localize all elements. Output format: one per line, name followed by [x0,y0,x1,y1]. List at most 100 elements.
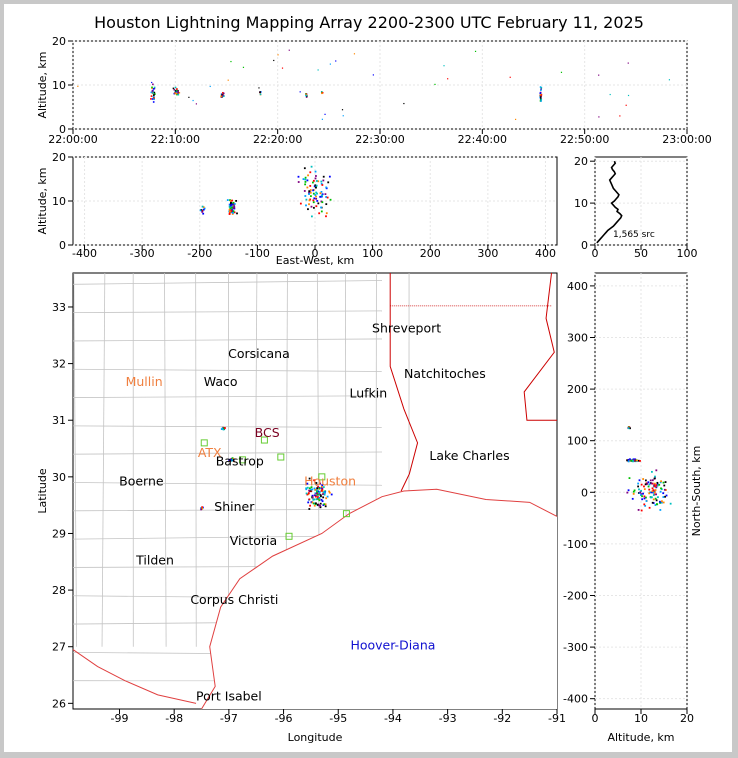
ew-source-point [325,215,327,218]
ns-source-point [653,491,656,494]
map-source-point [231,458,234,461]
ns-source-point [652,485,655,488]
ew-source-point [315,195,317,198]
ns-tick-label: 400 [567,280,588,293]
county-boundary [72,482,382,486]
map-source-point [315,482,318,484]
ns-source-point [653,490,656,493]
map-source-point [319,495,322,497]
ew-source-point [304,181,307,183]
ns-source-point [659,500,661,503]
city-label: Corsicana [228,346,290,361]
ns-source-point [651,501,654,504]
time-source-point [178,91,181,94]
map-source-point [313,479,316,482]
time-altitude-ylabel: Altitude, km [36,51,49,118]
ew-source-point [315,205,318,208]
ns-source-point [656,484,659,487]
ns-source-point [634,458,637,461]
time-source-point [176,89,178,92]
time-source-point [151,81,153,84]
map-source-point [324,505,327,508]
ns-alt-tick-label: 0 [592,712,599,725]
map-source-point [308,498,311,501]
city-label: Boerne [119,473,164,488]
ns-source-point [653,484,656,487]
ew-source-point [304,176,307,179]
time-source-point [259,91,261,93]
ew-source-point [232,203,235,206]
ew-source-point [203,207,206,210]
county-boundary [72,338,382,342]
ew-source-point [320,182,323,185]
ew-alt-tick-label: 0 [59,239,66,252]
time-source-point [288,49,290,51]
map-source-point [311,488,314,491]
ns-source-point [652,489,655,492]
map-source-point [224,427,226,429]
ns-source-point [643,485,645,488]
time-source-point [153,97,155,99]
ns-source-point [659,509,662,511]
ew-source-point [315,186,317,189]
map-source-point [305,488,308,491]
time-source-point [151,87,153,90]
lat-tick-label: 30 [52,471,66,484]
ns-source-point [643,488,646,491]
ns-ylabel: North-South, km [690,446,703,537]
city-label: Lake Charles [429,448,509,463]
time-source-point [619,115,621,117]
time-source-point [609,93,611,96]
map-source-point [309,504,311,507]
ew-source-point [202,212,205,215]
time-source-point [627,94,630,97]
ns-tick-label: -200 [563,589,588,602]
ns-source-point [632,460,635,463]
ew-source-point [297,181,300,183]
ew-source-point [327,181,330,184]
time-source-point [153,86,156,89]
time-source-point [539,93,542,96]
ns-source-point [643,495,646,498]
lon-tick-label: -99 [111,712,129,725]
map-source-point [316,491,318,493]
ns-source-point [661,500,663,503]
time-source-point [151,98,154,100]
sensor-station-marker [200,439,208,447]
ew-source-point [202,208,205,211]
border-line [72,649,197,704]
time-source-point [221,94,224,97]
ew-source-point [314,177,317,180]
time-source-point [223,95,225,98]
ew-source-point [313,197,316,200]
ns-source-point [653,477,656,480]
ns-source-point [662,492,665,495]
ns-source-point [649,496,652,499]
ns-source-point [663,484,666,487]
ns-source-point [640,494,642,496]
ew-source-point [231,199,233,202]
time-source-point [222,92,225,95]
ns-source-point [659,490,662,493]
ew-source-point [231,204,234,207]
map-source-point [316,503,319,506]
sensor-station-marker [260,436,268,444]
ew-source-point [314,184,317,187]
map-source-point [221,427,224,430]
map-source-point [315,483,317,486]
ew-source-point [320,210,323,213]
map-source-point [320,489,323,492]
ew-tick-label: -300 [130,247,155,260]
map-source-point [229,460,232,462]
time-source-point [258,87,260,89]
ew-source-point [329,198,332,201]
ns-source-point [633,489,636,492]
ew-source-point [305,198,308,201]
time-source-point [625,104,627,106]
ew-source-point [320,194,323,197]
map-source-point [319,506,322,509]
city-label: Lufkin [349,386,387,401]
altitude-tick-label: 0 [59,123,66,136]
county-boundary [73,272,78,647]
lat-tick-label: 33 [52,301,66,314]
